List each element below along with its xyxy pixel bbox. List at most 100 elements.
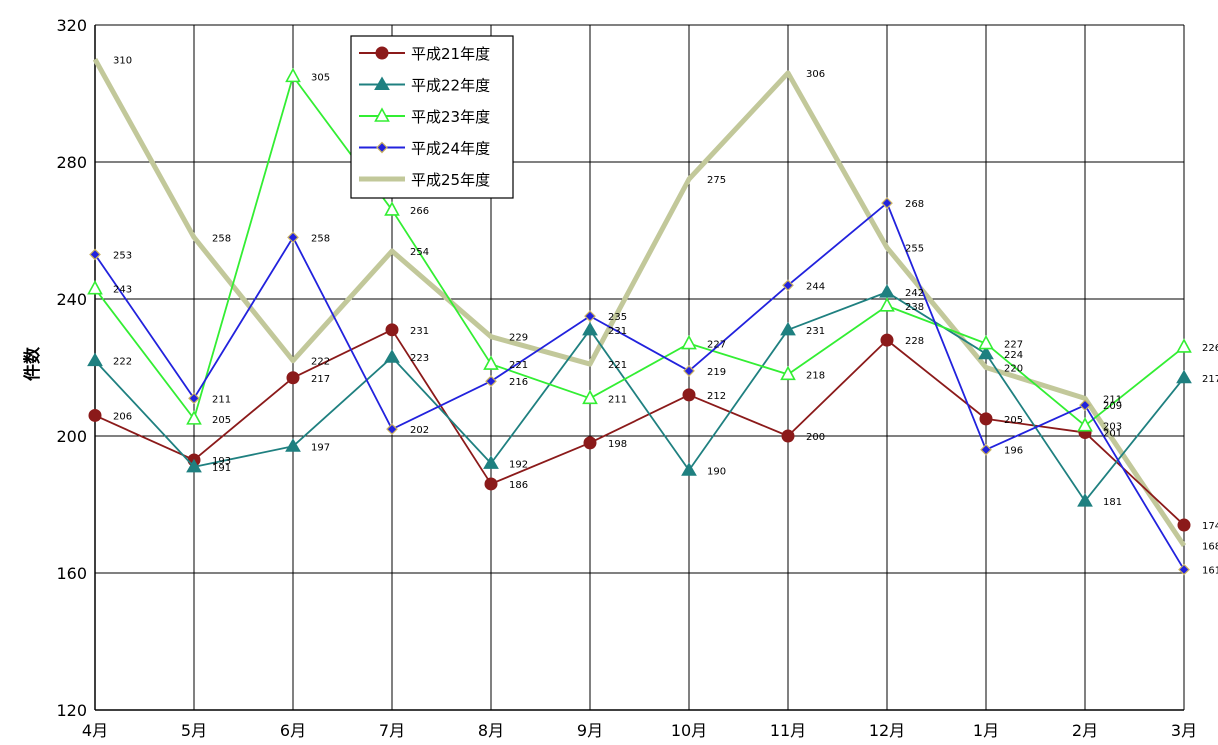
- data-label: 243: [113, 285, 132, 296]
- series-line: [94, 202, 1185, 571]
- data-point: [1077, 493, 1093, 507]
- legend-item: 平成24年度: [359, 140, 490, 158]
- data-point: [879, 297, 895, 312]
- data-label: 253: [113, 250, 132, 261]
- x-tick-label: 3月: [1171, 721, 1197, 740]
- x-tick-label: 2月: [1072, 721, 1098, 740]
- data-point: [1077, 417, 1093, 432]
- data-label: 231: [608, 326, 627, 337]
- data-point: [186, 410, 202, 425]
- x-tick-label: 10月: [671, 721, 707, 740]
- y-tick-label: 120: [56, 701, 87, 720]
- data-label: 193: [212, 456, 231, 467]
- data-point: [285, 67, 301, 83]
- data-label: 268: [905, 199, 924, 210]
- data-point: [681, 334, 697, 350]
- x-tick-label: 9月: [577, 721, 603, 740]
- data-point: [1178, 563, 1190, 576]
- series-group: [87, 58, 1192, 576]
- data-label: 310: [113, 55, 132, 66]
- x-tick-label: 6月: [280, 721, 306, 740]
- data-point: [879, 284, 895, 298]
- legend-item: 平成25年度: [359, 171, 490, 189]
- data-label: 192: [509, 459, 528, 470]
- data-label: 196: [1004, 446, 1023, 457]
- data-label: 168: [1202, 542, 1218, 553]
- x-tick-label: 12月: [869, 721, 905, 740]
- data-label: 186: [509, 480, 528, 491]
- data-point: [186, 458, 202, 473]
- series-0: [88, 323, 1191, 532]
- data-label: 205: [1004, 415, 1023, 426]
- series-line: [92, 58, 1187, 547]
- data-point: [582, 389, 598, 405]
- data-label: 206: [113, 411, 132, 422]
- data-label: 181: [1103, 497, 1122, 508]
- data-label: 231: [410, 326, 429, 337]
- data-point: [583, 436, 597, 450]
- data-label: 222: [113, 357, 132, 368]
- data-point: [1079, 399, 1091, 412]
- series-1: [87, 284, 1192, 507]
- data-label: 235: [608, 312, 627, 323]
- legend-item: 平成23年度: [359, 107, 490, 126]
- data-point: [1176, 369, 1192, 384]
- data-point: [980, 443, 992, 456]
- y-tick-label: 240: [56, 290, 87, 309]
- data-point: [584, 310, 596, 322]
- data-point: [384, 201, 400, 216]
- series-line: [94, 75, 1185, 427]
- series-line: [94, 328, 1185, 526]
- data-label: 224: [1004, 350, 1023, 361]
- data-label: 219: [707, 367, 726, 378]
- data-label: 231: [806, 326, 825, 337]
- data-point: [880, 333, 894, 347]
- data-label: 227: [1004, 340, 1023, 351]
- legend-label: 平成24年度: [411, 140, 490, 158]
- x-tick-label: 11月: [770, 721, 806, 740]
- data-point: [780, 365, 796, 381]
- series-4: [92, 58, 1187, 547]
- data-point: [286, 371, 300, 385]
- data-point: [385, 323, 399, 337]
- data-label: 218: [806, 370, 825, 381]
- series-3: [89, 197, 1190, 576]
- data-label: 191: [212, 463, 231, 474]
- data-point: [87, 280, 103, 295]
- data-label: 305: [311, 72, 330, 83]
- data-label: 254: [410, 247, 429, 258]
- data-label: 221: [608, 360, 627, 371]
- data-label: 217: [311, 374, 330, 385]
- series-line: [94, 291, 1185, 502]
- data-label: 202: [410, 425, 429, 436]
- series-2: [87, 67, 1192, 432]
- x-tick-label: 8月: [478, 721, 504, 740]
- y-axis-label: 件数: [22, 346, 43, 381]
- data-point: [483, 455, 499, 469]
- data-point: [1177, 518, 1191, 532]
- legend-marker: [375, 46, 389, 60]
- data-point: [681, 462, 697, 476]
- legend-marker: [374, 107, 390, 122]
- data-point: [384, 349, 400, 363]
- legend-label: 平成23年度: [411, 108, 490, 126]
- data-point: [683, 365, 695, 377]
- legend-marker: [374, 76, 390, 90]
- x-tick-labels: 4月 5月 6月 7月 8月 9月 10月 11月 12月 1月 2月 3月: [82, 721, 1197, 740]
- data-label: 217: [1202, 374, 1218, 385]
- data-label: 221: [509, 360, 528, 371]
- y-tick-label: 160: [56, 564, 87, 583]
- data-labels: 206 193 217 231 186 198 212 200 228 205 201 174 222 1…: [113, 55, 1218, 576]
- data-label: 258: [311, 233, 330, 244]
- data-point: [780, 321, 796, 336]
- data-point: [386, 423, 398, 435]
- data-label: 223: [410, 353, 429, 364]
- data-label: 222: [311, 357, 330, 368]
- data-point: [88, 408, 102, 422]
- data-label: 229: [509, 333, 528, 344]
- data-label: 228: [905, 336, 924, 347]
- data-label: 205: [212, 415, 231, 426]
- legend-item: 平成22年度: [359, 77, 490, 95]
